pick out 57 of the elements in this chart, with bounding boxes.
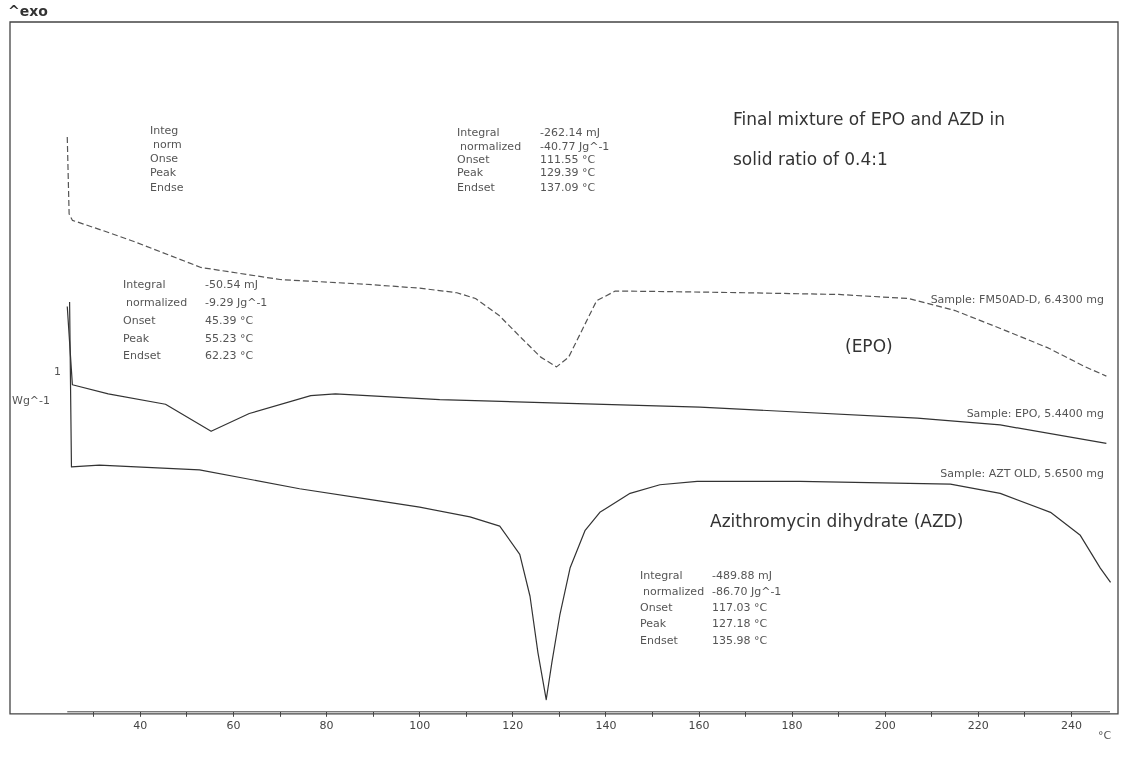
annotation: normalized [126,295,188,309]
annotation: -86.70 Jg^-1 [712,584,782,598]
annotation: normalized [460,139,522,153]
annotation: -40.77 Jg^-1 [540,139,610,153]
x-tick-label: 100 [409,719,431,733]
text: Integ [150,123,179,137]
annotation: Onset [123,313,157,327]
annotation: 137.09 °C [540,180,596,194]
x-tick-label: 240 [1060,719,1082,733]
annotation: 135.98 °C [712,633,768,647]
annotation: Peak [150,165,177,179]
annotation: 129.39 °C [540,165,596,179]
annotation: Endset [123,348,162,362]
x-tick-label: 140 [595,719,617,733]
annotation: Azithromycin dihydrate (AZD) [710,511,964,532]
annotation: Endset [457,180,496,194]
annotation: Integral [457,125,500,139]
annotation: Onset [457,152,491,166]
annotation: solid ratio of 0.4:1 [733,149,888,170]
annotation: normalized [643,584,705,598]
annotation: Peak [123,331,150,345]
annotation: Integral [640,568,683,582]
annotation: Onse [150,151,179,165]
y-axis-title: Wg^-1 [12,394,51,408]
x-tick-label: 80 [319,719,334,733]
annotation: 117.03 °C [712,600,768,614]
x-tick-label: 160 [688,719,710,733]
annotation: 1 [54,364,61,378]
x-axis-title: °C [1098,728,1112,742]
annotation: 62.23 °C [205,348,254,362]
x-tick-label: 180 [781,719,803,733]
annotation: -50.54 mJ [205,277,258,291]
annotation: Endset [640,633,679,647]
series-label: Sample: EPO, 5.4400 mg [966,407,1104,421]
x-tick-label: 60 [226,719,241,733]
annotation: 45.39 °C [205,313,254,327]
annotation: Peak [640,616,667,630]
annotation: norm [153,137,182,151]
text: ^exo [8,2,49,19]
annotation: (EPO) [845,336,893,357]
x-tick-label: 220 [967,719,989,733]
series-label: Sample: FM50AD-D, 6.4300 mg [930,292,1104,306]
series-label: Sample: AZT OLD, 5.6500 mg [940,466,1104,480]
annotation: 55.23 °C [205,331,254,345]
annotation: Peak [457,165,484,179]
annotation: 127.18 °C [712,616,768,630]
annotation: Endse [150,180,184,194]
annotation: Onset [640,600,674,614]
x-tick-label: 200 [874,719,896,733]
annotation: -9.29 Jg^-1 [205,295,268,309]
annotation: -262.14 mJ [540,125,600,139]
annotation: -489.88 mJ [712,568,772,582]
x-tick-label: 40 [133,719,148,733]
x-tick-label: 120 [502,719,524,733]
annotation: 111.55 °C [540,152,596,166]
text: Final mixture of EPO and AZD in [733,109,1006,130]
annotation: Integral [123,277,166,291]
